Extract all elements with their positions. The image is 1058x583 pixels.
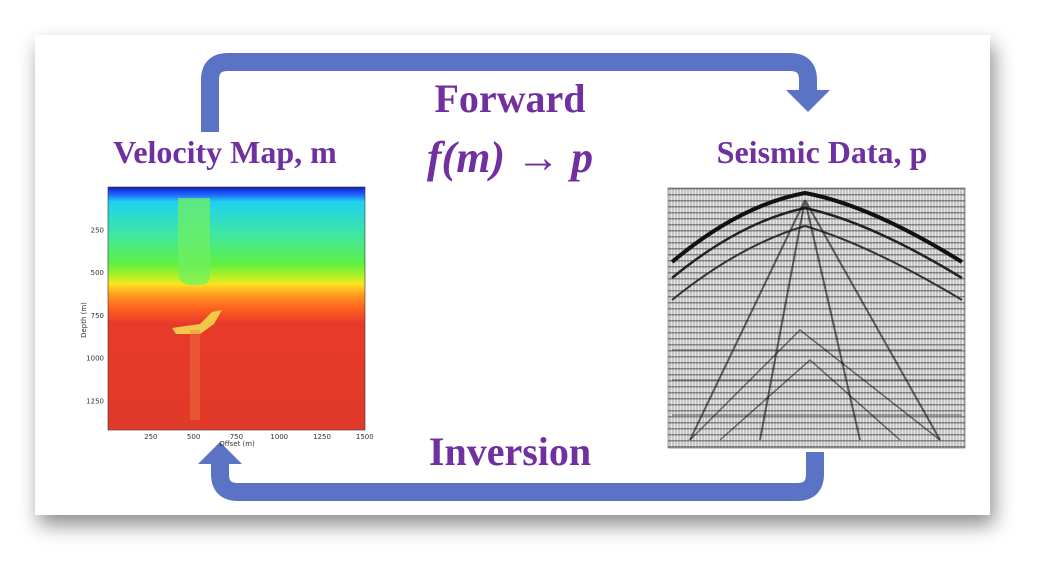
- x-axis-label: Offset (m): [219, 440, 255, 448]
- forward-arrowhead: [786, 90, 830, 112]
- x-tick-label: 1500: [356, 433, 374, 441]
- x-tick-label: 1250: [313, 433, 331, 441]
- x-tick-label: 1000: [270, 433, 288, 441]
- inversion-arrowhead: [198, 442, 242, 464]
- velocity-map: [107, 186, 366, 431]
- y-tick-label: 750: [91, 312, 104, 320]
- forward-label: Forward: [434, 76, 585, 121]
- x-tick-label: 250: [144, 433, 157, 441]
- x-tick-label: 500: [187, 433, 200, 441]
- inversion-arrow: [211, 452, 824, 501]
- y-tick-label: 250: [91, 226, 104, 234]
- inversion-label: Inversion: [429, 429, 591, 474]
- left-title: Velocity Map, m: [113, 134, 337, 170]
- y-axis-label: Depth (m): [80, 302, 88, 338]
- y-tick-label: 1250: [86, 398, 104, 406]
- y-tick-label: 1000: [86, 355, 104, 363]
- y-tick-label: 500: [91, 269, 104, 277]
- forward-formula: f(m) → p: [427, 133, 593, 182]
- forward-arrow: [201, 53, 817, 132]
- seismic-image: [667, 187, 966, 449]
- x-tick-label: 750: [230, 433, 243, 441]
- right-title: Seismic Data, p: [717, 134, 928, 170]
